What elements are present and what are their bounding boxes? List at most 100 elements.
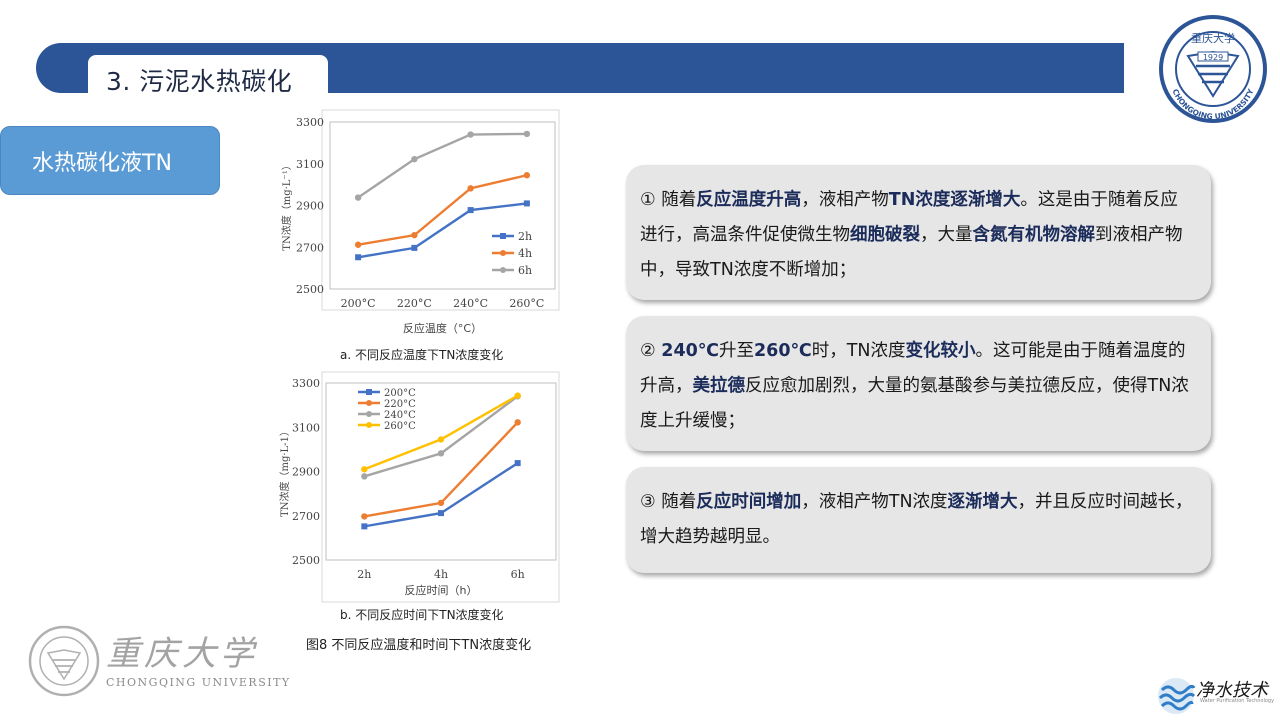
card-1-segment-1: 反应温度升高 xyxy=(696,190,802,210)
y-axis-label: TN浓度（mg·L-1） xyxy=(278,426,291,517)
section-button[interactable]: 水热碳化液TN xyxy=(0,126,220,195)
finding-text-2: ② 240℃升至260℃时，TN浓度变化较小。这可能是由于随着温度的升高，美拉德… xyxy=(640,334,1195,439)
series-line-220°C xyxy=(364,421,519,518)
legend-label: 240°C xyxy=(384,410,416,421)
plot-area xyxy=(329,121,556,290)
legend-label: 200°C xyxy=(384,388,416,399)
finding-card-2: ② 240℃升至260℃时，TN浓度变化较小。这可能是由于随着温度的升高，美拉德… xyxy=(626,316,1211,451)
card-1-segment-5: 细胞破裂 xyxy=(850,225,920,245)
data-point xyxy=(467,207,474,214)
card-3-segment-1: 反应时间增加 xyxy=(696,492,802,512)
university-seal-icon: 1929 重庆大学 CHONGQING UNIVERSITY xyxy=(1159,15,1267,123)
data-point xyxy=(354,241,362,248)
chart-b: 2500 2700 2900 3100 3300 2h 4h 6h 反应时间（h） TN浓度（mg… xyxy=(278,371,560,603)
card-1-segment-3: TN浓度逐渐增大 xyxy=(888,190,1021,210)
y-tick-label: 2700 xyxy=(292,510,320,523)
x-tick-label: 2h xyxy=(357,568,371,581)
chart-frame xyxy=(321,371,560,603)
data-point xyxy=(411,155,418,163)
university-seal-small-icon xyxy=(28,625,100,697)
card-2-segment-8: 反应愈加剧烈，大量的氨基酸参与美拉德反应，使得TN浓度上升缓慢； xyxy=(640,376,1189,431)
chart-b-caption: b. 不同反应时间下TN浓度变化 xyxy=(340,608,504,622)
legend-marker xyxy=(366,411,372,417)
card-1-segment-2: ，液相产物 xyxy=(801,190,889,210)
x-axis-label: 反应时间（h） xyxy=(405,583,478,597)
x-tick-label: 6h xyxy=(511,568,525,581)
card-1-segment-7: 含氮有机物溶解 xyxy=(972,225,1096,245)
series-line-4h xyxy=(357,174,528,246)
data-point xyxy=(514,460,521,467)
series-line-6h xyxy=(357,132,527,199)
series-line-240°C xyxy=(363,395,519,478)
chart-a-caption: a. 不同反应温度下TN浓度变化 xyxy=(340,348,504,362)
x-tick-label: 4h xyxy=(434,568,448,581)
legend-label: 4h xyxy=(518,247,532,260)
university-name-cn: 重庆大学 xyxy=(106,634,258,674)
svg-text:重庆大学: 重庆大学 xyxy=(1191,31,1235,45)
legend-label: 2h xyxy=(518,230,532,243)
x-tick-label: 220°C xyxy=(397,297,432,310)
legend-label: 6h xyxy=(518,264,532,277)
series-line-200°C xyxy=(364,462,519,528)
card-1-segment-8: 到液相产物中，导致TN浓度不断增加； xyxy=(640,225,1183,280)
card-3-segment-0: ③ 随着 xyxy=(640,492,697,512)
y-tick-label: 3100 xyxy=(292,421,320,434)
finding-text-1: ① 随着反应温度升高，液相产物TN浓度逐渐增大。这是由于随着反应进行，高温条件促… xyxy=(640,183,1195,288)
card-3-segment-3: 逐渐增大 xyxy=(947,492,1018,512)
legend-marker xyxy=(366,400,372,406)
x-tick-label: 200°C xyxy=(341,297,376,310)
card-3-segment-2: ，液相产物TN浓度 xyxy=(801,492,948,512)
svg-text:1929: 1929 xyxy=(1203,53,1223,62)
series-line-2h xyxy=(357,202,528,259)
finding-card-1: ① 随着反应温度升高，液相产物TN浓度逐渐增大。这是由于随着反应进行，高温条件促… xyxy=(626,165,1211,300)
water-wave-logo-icon xyxy=(1158,678,1196,714)
university-name-en: CHONGQING UNIVERSITY xyxy=(106,676,291,689)
data-point xyxy=(361,473,368,480)
data-point xyxy=(523,200,530,207)
y-tick-label: 2500 xyxy=(296,283,324,296)
card-2-segment-2: 升至 xyxy=(719,341,754,361)
card-2-segment-1: 240℃ xyxy=(661,341,719,361)
legend-marker xyxy=(500,267,506,273)
legend-label: 260°C xyxy=(384,421,416,432)
card-3-segment-4: ，并且反应时间越长，增大趋势越明显。 xyxy=(640,492,1193,547)
card-2-segment-3: 260℃ xyxy=(754,341,812,361)
data-point xyxy=(523,130,531,138)
y-tick-label: 2900 xyxy=(296,200,324,213)
data-point xyxy=(437,436,445,443)
finding-text-3: ③ 随着反应时间增加，液相产物TN浓度逐渐增大，并且反应时间越长，增大趋势越明显… xyxy=(640,485,1195,555)
card-2-segment-4: 时，TN浓度 xyxy=(811,341,906,361)
legend-marker xyxy=(366,389,372,395)
legend-marker xyxy=(500,233,506,239)
card-1-segment-0: ① 随着 xyxy=(640,190,697,210)
y-tick-label: 3300 xyxy=(296,116,324,129)
figure-caption: 图8 不同反应温度和时间下TN浓度变化 xyxy=(306,638,532,653)
data-point xyxy=(514,393,521,400)
y-tick-label: 2900 xyxy=(292,466,320,479)
brand-name: 净水技术 xyxy=(1196,680,1268,701)
x-tick-label: 260°C xyxy=(509,297,544,310)
data-point xyxy=(355,254,362,261)
card-2-segment-0: ② xyxy=(640,341,662,361)
card-2-segment-7: 美拉德 xyxy=(692,376,746,396)
y-tick-label: 3300 xyxy=(292,377,320,390)
data-point xyxy=(411,231,418,239)
plot-area xyxy=(325,382,557,561)
x-tick-label: 240°C xyxy=(453,297,488,310)
chart-a: 2500 2700 2900 3100 3300 200°C 220°C 240°C 260°C… xyxy=(280,109,560,335)
legend-marker xyxy=(366,422,372,428)
y-tick-label: 2500 xyxy=(292,554,320,567)
data-point xyxy=(354,194,362,201)
data-point xyxy=(411,244,418,251)
data-point xyxy=(361,513,368,520)
data-point xyxy=(437,450,445,457)
card-2-segment-6: 。这可能是由于随着温度的升高， xyxy=(640,341,1186,396)
legend-marker xyxy=(500,250,506,256)
data-point xyxy=(437,499,445,507)
y-tick-label: 3100 xyxy=(296,158,324,171)
chart-frame xyxy=(321,109,560,311)
y-tick-label: 2700 xyxy=(296,241,324,254)
data-point xyxy=(438,510,444,517)
data-point xyxy=(361,523,368,530)
page-title: 3. 污泥水热碳化 xyxy=(106,67,293,96)
